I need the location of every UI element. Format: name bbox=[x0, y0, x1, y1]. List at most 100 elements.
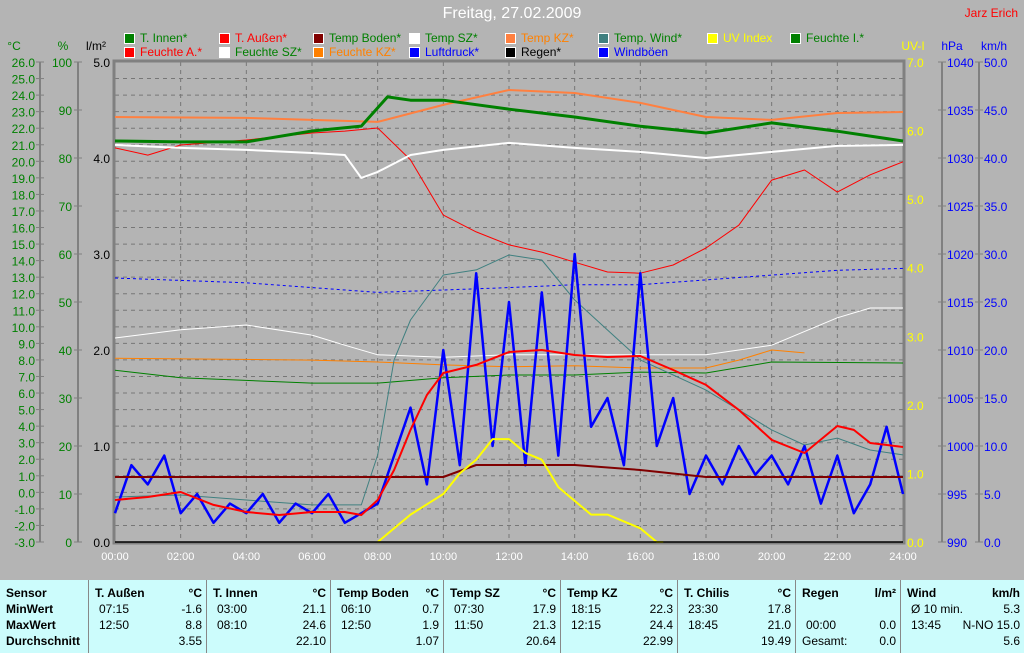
uv-tick-label: 3.0 bbox=[907, 330, 924, 344]
rain-tick-label: 3.0 bbox=[93, 248, 110, 262]
kmh-tick-label: 40.0 bbox=[984, 152, 1008, 166]
table-cell: 21.0 bbox=[767, 618, 791, 632]
table-column: Wind km/h Ø 10 min. 5.3 13:45 N-NO 15.0 5.6 bbox=[900, 580, 1024, 653]
legend-item: T. Außen* bbox=[219, 31, 287, 45]
table-cell: °C bbox=[777, 586, 791, 600]
table-cell: Sensor bbox=[6, 586, 47, 600]
table-column: Sensor MinWert MaxWert Durchschnitt bbox=[0, 580, 88, 653]
uv-tick-label: 4.0 bbox=[907, 262, 924, 276]
celsius-tick-label: 7.0 bbox=[18, 370, 35, 384]
uv-axis-label: UV-I bbox=[901, 39, 924, 53]
table-cell: 0.7 bbox=[422, 602, 439, 616]
series-temp-boden bbox=[115, 464, 903, 478]
celsius-tick-label: 26.0 bbox=[12, 56, 36, 70]
celsius-tick-label: 23.0 bbox=[12, 106, 36, 120]
celsius-tick-label: 6.0 bbox=[18, 387, 35, 401]
celsius-tick-label: -3.0 bbox=[14, 536, 35, 550]
kmh-tick-label: 50.0 bbox=[984, 56, 1008, 70]
celsius-tick-label: 10.0 bbox=[12, 321, 36, 335]
legend-label: Feuchte SZ* bbox=[235, 45, 302, 59]
table-cell: °C bbox=[659, 586, 673, 600]
table-cell: 08:10 bbox=[217, 618, 248, 632]
legend-swatch bbox=[313, 32, 324, 44]
hpa-tick-label: 1040 bbox=[947, 56, 974, 70]
celsius-tick-label: 15.0 bbox=[12, 238, 36, 252]
celsius-tick-label: 4.0 bbox=[18, 420, 35, 434]
celsius-tick-label: 16.0 bbox=[12, 222, 36, 236]
uv-tick-label: 7.0 bbox=[907, 56, 924, 70]
legend-swatch bbox=[313, 46, 324, 58]
table-cell: 5.6 bbox=[1003, 634, 1020, 648]
series-feuchte-kz bbox=[114, 349, 805, 369]
legend-item: Regen* bbox=[505, 45, 561, 59]
rain-tick-label: 1.0 bbox=[93, 440, 110, 454]
table-cell: 23:30 bbox=[688, 602, 719, 616]
legend-swatch bbox=[707, 32, 718, 44]
x-tick-label: 02:00 bbox=[167, 551, 195, 563]
rain-tick-label: 4.0 bbox=[93, 152, 110, 166]
percent-tick-label: 80 bbox=[59, 152, 73, 166]
table-cell: 5.3 bbox=[1003, 602, 1020, 616]
series-temp-wind bbox=[114, 254, 904, 506]
chart-title: Freitag, 27.02.2009 bbox=[442, 5, 582, 22]
table-cell: 07:15 bbox=[99, 602, 130, 616]
legend-label: Windböen bbox=[614, 45, 669, 59]
legend-label: Feuchte I.* bbox=[806, 31, 865, 45]
table-column: Regen l/m² 00:00 0.0 Gesamt: 0.0 bbox=[795, 580, 900, 653]
table-cell: °C bbox=[312, 586, 326, 600]
celsius-tick-label: 0.0 bbox=[18, 486, 35, 500]
hpa-tick-label: 995 bbox=[947, 488, 967, 502]
legend-item: T. Innen* bbox=[124, 31, 187, 45]
table-cell: 11:50 bbox=[454, 618, 484, 632]
celsius-tick-label: 9.0 bbox=[18, 337, 35, 351]
percent-tick-label: 60 bbox=[59, 248, 73, 262]
table-cell: Ø 10 min. bbox=[911, 602, 964, 616]
legend-item: UV Index bbox=[707, 31, 772, 45]
uv-tick-label: 2.0 bbox=[907, 399, 924, 413]
hpa-axis-label: hPa bbox=[941, 39, 963, 53]
table-cell: 19.49 bbox=[760, 634, 791, 648]
table-cell: T. Chilis bbox=[684, 586, 730, 600]
celsius-tick-label: 17.0 bbox=[12, 205, 36, 219]
table-cell: 13:45 bbox=[911, 618, 942, 632]
table-cell: 0.0 bbox=[879, 634, 896, 648]
legend-label: T. Innen* bbox=[140, 31, 188, 45]
uv-tick-label: 6.0 bbox=[907, 125, 924, 139]
series-t-innen bbox=[114, 95, 904, 144]
hpa-tick-label: 990 bbox=[947, 536, 967, 550]
table-cell: Temp KZ bbox=[567, 586, 618, 600]
legend-swatch bbox=[790, 32, 801, 44]
table-column: T. Chilis °C 23:30 17.8 18:45 21.0 19.49 bbox=[677, 580, 795, 653]
uv-tick-label: 5.0 bbox=[907, 193, 924, 207]
series-t-au-en bbox=[114, 349, 904, 516]
table-cell: 21.1 bbox=[302, 602, 326, 616]
celsius-tick-label: 13.0 bbox=[12, 271, 36, 285]
weather-chart: °C 26.0 25.0 24.0 23.0 22.0 21.0 20.0 19.0 18.0 17… bbox=[7, 39, 1008, 563]
legend-item: Temp Boden* bbox=[313, 31, 401, 45]
legend-label: T. Außen* bbox=[235, 31, 288, 45]
x-tick-label: 00:00 bbox=[101, 551, 129, 563]
legend-item: Feuchte I.* bbox=[790, 31, 864, 45]
celsius-tick-label: 24.0 bbox=[12, 89, 36, 103]
hpa-tick-label: 1000 bbox=[947, 440, 974, 454]
table-cell: 17.9 bbox=[532, 602, 556, 616]
uv-tick-label: 0.0 bbox=[907, 536, 924, 550]
percent-tick-label: 40 bbox=[59, 344, 73, 358]
kmh-tick-label: 0.0 bbox=[984, 536, 1001, 550]
table-column: T. Innen °C 03:00 21.1 08:10 24.6 22.10 bbox=[206, 580, 330, 653]
table-cell: °C bbox=[188, 586, 202, 600]
hpa-tick-label: 1005 bbox=[947, 392, 974, 406]
table-cell: 18:45 bbox=[688, 618, 719, 632]
uv-tick-label: 1.0 bbox=[907, 467, 924, 481]
legend-label: Temp SZ* bbox=[425, 31, 478, 45]
table-cell: 3.55 bbox=[178, 634, 202, 648]
percent-tick-label: 70 bbox=[59, 200, 73, 214]
rain-tick-label: 5.0 bbox=[93, 56, 110, 70]
legend-item: Feuchte SZ* bbox=[219, 45, 302, 59]
x-tick-label: 12:00 bbox=[495, 551, 523, 563]
table-column: Temp KZ °C 18:15 22.3 12:15 24.4 22.99 bbox=[560, 580, 677, 653]
table-cell: °C bbox=[542, 586, 556, 600]
legend-swatch bbox=[505, 46, 516, 58]
table-cell: °C bbox=[425, 586, 439, 600]
celsius-tick-label: 8.0 bbox=[18, 354, 35, 368]
